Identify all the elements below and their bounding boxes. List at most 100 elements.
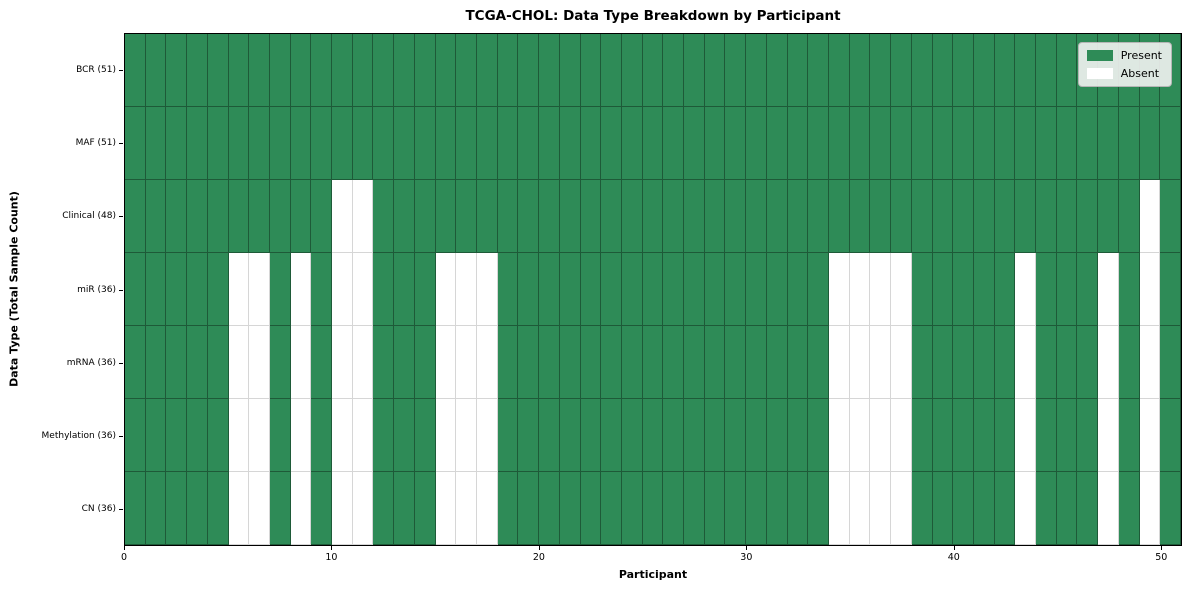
x-tick-label: 40 [947, 552, 960, 563]
heatmap-cell [207, 399, 229, 472]
heatmap-cell [973, 107, 995, 180]
heatmap-cell [891, 326, 912, 399]
heatmap-cell [497, 472, 519, 545]
heatmap-cell [373, 107, 395, 180]
heatmap-cell [870, 326, 892, 399]
heatmap-cell [228, 107, 250, 180]
heatmap-cell [870, 472, 892, 545]
heatmap-cell [559, 34, 581, 107]
heatmap-cell [373, 253, 395, 326]
heatmap-cell [228, 180, 250, 253]
heatmap-cell [145, 34, 167, 107]
heatmap-cell [269, 107, 291, 180]
heatmap-cell [352, 107, 374, 180]
heatmap-cell [849, 34, 871, 107]
heatmap-cell [994, 326, 1016, 399]
heatmap-cell [394, 253, 415, 326]
heatmap-cell [228, 326, 250, 399]
heatmap-cell [973, 180, 995, 253]
x-tick-label: 0 [120, 552, 128, 563]
heatmap-cell [414, 326, 436, 399]
heatmap-cell [808, 180, 829, 253]
x-tick-mark [124, 546, 125, 550]
heatmap-cell [414, 107, 436, 180]
legend-label: Absent [1120, 67, 1160, 80]
heatmap-cell [1015, 472, 1037, 545]
heatmap-grid [125, 34, 1181, 545]
x-tick-label: 10 [325, 552, 338, 563]
heatmap-cell [849, 107, 871, 180]
x-tick-mark [953, 546, 955, 550]
heatmap-cell [125, 253, 146, 326]
heatmap-cell [207, 34, 229, 107]
heatmap-cell [787, 180, 809, 253]
heatmap-cell [1118, 180, 1140, 253]
plot-area: Present Absent [124, 33, 1182, 546]
heatmap-cell [849, 253, 871, 326]
heatmap-cell [601, 253, 622, 326]
heatmap-cell [187, 34, 208, 107]
heatmap-cell [642, 107, 664, 180]
heatmap-cell [394, 34, 415, 107]
heatmap-cell [145, 472, 167, 545]
heatmap-cell [829, 326, 850, 399]
y-tick-label: MAF (51) [75, 137, 116, 148]
y-tick-label: miR (36) [77, 284, 116, 295]
heatmap-cell [1118, 399, 1140, 472]
heatmap-cell [1056, 107, 1078, 180]
heatmap-cell [663, 180, 685, 253]
heatmap-cell [249, 472, 270, 545]
heatmap-cell [849, 180, 871, 253]
heatmap-cell [290, 253, 312, 326]
y-tick-mark [119, 216, 123, 218]
heatmap-cell [207, 107, 229, 180]
heatmap-cell [187, 253, 208, 326]
heatmap-cell [642, 399, 664, 472]
heatmap-cell [166, 107, 188, 180]
heatmap-cell [1036, 399, 1057, 472]
heatmap-cell [1077, 107, 1099, 180]
heatmap-cell [352, 253, 374, 326]
heatmap-cell [891, 472, 912, 545]
heatmap-cell [269, 34, 291, 107]
heatmap-cell [849, 399, 871, 472]
heatmap-cell [994, 107, 1016, 180]
heatmap-cell [1118, 107, 1140, 180]
heatmap-cell [477, 326, 498, 399]
heatmap-cell [932, 326, 954, 399]
heatmap-cell [290, 472, 312, 545]
heatmap-cell [1056, 326, 1078, 399]
heatmap-cell [704, 472, 726, 545]
heatmap-cell [891, 34, 912, 107]
heatmap-cell [953, 472, 974, 545]
heatmap-cell [477, 180, 498, 253]
heatmap-cell [684, 34, 705, 107]
heatmap-cell [435, 399, 457, 472]
heatmap-cell [1056, 253, 1078, 326]
heatmap-cell [373, 472, 395, 545]
heatmap-cell [766, 180, 788, 253]
heatmap-cell [497, 34, 519, 107]
heatmap-cell [973, 399, 995, 472]
heatmap-cell [1077, 399, 1099, 472]
heatmap-cell [621, 399, 643, 472]
heatmap-cell [332, 34, 353, 107]
heatmap-cell [580, 180, 602, 253]
heatmap-cell [456, 34, 477, 107]
heatmap-cell [518, 180, 540, 253]
heatmap-cell [228, 399, 250, 472]
heatmap-cell [1139, 399, 1161, 472]
heatmap-cell [332, 326, 353, 399]
heatmap-cell [435, 253, 457, 326]
heatmap-cell [932, 399, 954, 472]
heatmap-cell [228, 472, 250, 545]
heatmap-cell [311, 253, 333, 326]
heatmap-cell [207, 253, 229, 326]
heatmap-cell [414, 399, 436, 472]
heatmap-cell [1015, 180, 1037, 253]
heatmap-cell [932, 253, 954, 326]
heatmap-cell [1098, 399, 1119, 472]
heatmap-cell [497, 326, 519, 399]
heatmap-cell [435, 34, 457, 107]
